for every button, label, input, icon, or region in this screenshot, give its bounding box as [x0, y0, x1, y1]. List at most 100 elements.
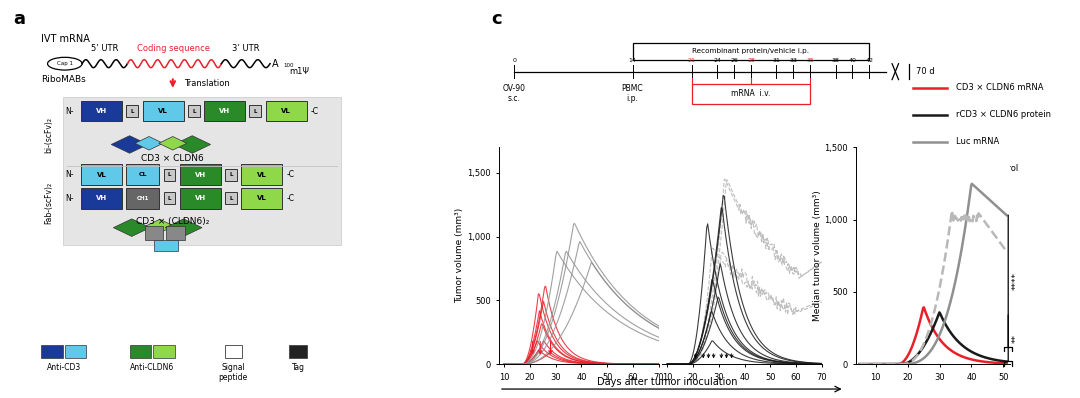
FancyBboxPatch shape: [81, 188, 122, 209]
Text: rCD3 × CLDN6 protein: rCD3 × CLDN6 protein: [956, 110, 1051, 119]
Text: m1Ψ: m1Ψ: [289, 67, 310, 76]
Text: 5’ UTR: 5’ UTR: [91, 44, 119, 53]
FancyBboxPatch shape: [81, 101, 122, 121]
FancyBboxPatch shape: [204, 101, 245, 121]
Text: CD3 × (CLDN6)₂: CD3 × (CLDN6)₂: [136, 217, 210, 226]
FancyBboxPatch shape: [188, 105, 200, 117]
Text: 35: 35: [807, 58, 814, 63]
Text: PBMC
i.p.: PBMC i.p.: [622, 84, 644, 103]
FancyBboxPatch shape: [179, 188, 220, 209]
Text: L: L: [192, 109, 195, 113]
Text: -C: -C: [311, 107, 319, 115]
Text: Vehicle control: Vehicle control: [956, 164, 1018, 173]
Text: VL: VL: [158, 108, 168, 114]
Text: Luc mRNA: Luc mRNA: [956, 137, 999, 146]
FancyBboxPatch shape: [249, 105, 261, 117]
Text: 3’ UTR: 3’ UTR: [232, 44, 260, 53]
Text: VH: VH: [96, 108, 107, 114]
Text: Signal
peptide: Signal peptide: [218, 363, 248, 382]
Text: 31: 31: [772, 58, 780, 63]
Text: -C: -C: [286, 194, 295, 203]
Polygon shape: [135, 137, 163, 150]
Text: OV-90
s.c.: OV-90 s.c.: [502, 84, 526, 103]
Text: 14: 14: [629, 58, 636, 63]
Text: VL: VL: [257, 172, 267, 178]
Text: VL: VL: [281, 108, 292, 114]
Text: Fab-(scFv)₂: Fab-(scFv)₂: [44, 182, 53, 224]
Text: Recombinant protein/vehicle i.p.: Recombinant protein/vehicle i.p.: [692, 48, 810, 55]
Text: 33: 33: [789, 58, 797, 63]
FancyBboxPatch shape: [225, 192, 237, 205]
Text: 42: 42: [865, 58, 874, 63]
Text: a: a: [13, 10, 25, 28]
Text: VH: VH: [194, 172, 206, 178]
Text: Anti-CD3: Anti-CD3: [46, 363, 81, 372]
Text: -C: -C: [286, 170, 295, 179]
Text: L: L: [167, 196, 172, 201]
Text: 21: 21: [688, 58, 696, 63]
Y-axis label: Median tumor volume (mm³): Median tumor volume (mm³): [813, 190, 822, 321]
FancyBboxPatch shape: [225, 168, 237, 181]
FancyBboxPatch shape: [153, 345, 175, 358]
Text: Tag: Tag: [292, 363, 305, 372]
Polygon shape: [159, 137, 187, 150]
Text: 0: 0: [512, 58, 516, 63]
FancyBboxPatch shape: [225, 345, 242, 358]
Text: VH: VH: [219, 108, 230, 114]
Text: VH: VH: [96, 195, 107, 201]
FancyBboxPatch shape: [163, 168, 175, 181]
FancyBboxPatch shape: [126, 105, 138, 117]
FancyBboxPatch shape: [692, 84, 810, 104]
Text: N-: N-: [65, 194, 73, 203]
Text: CD3 × CLDN6: CD3 × CLDN6: [141, 154, 204, 162]
Polygon shape: [165, 219, 202, 236]
Text: ****: ****: [1011, 272, 1021, 290]
Text: N-: N-: [65, 107, 73, 115]
Polygon shape: [174, 136, 211, 153]
Text: VH: VH: [194, 195, 206, 201]
FancyBboxPatch shape: [126, 164, 159, 185]
FancyBboxPatch shape: [65, 345, 86, 358]
Text: 24: 24: [713, 58, 721, 63]
Text: Translation: Translation: [184, 79, 229, 88]
Text: Cap 1: Cap 1: [57, 61, 72, 66]
Text: L: L: [229, 172, 233, 177]
Text: Anti-CLDN6: Anti-CLDN6: [131, 363, 174, 372]
FancyBboxPatch shape: [81, 164, 122, 185]
FancyBboxPatch shape: [41, 345, 63, 358]
FancyBboxPatch shape: [145, 226, 163, 240]
FancyBboxPatch shape: [266, 101, 307, 121]
Text: bi-(scFv)₂: bi-(scFv)₂: [44, 117, 53, 153]
FancyBboxPatch shape: [130, 345, 151, 358]
Text: IVT mRNA: IVT mRNA: [41, 34, 90, 44]
Text: 70 d: 70 d: [916, 67, 934, 76]
FancyBboxPatch shape: [241, 164, 282, 185]
Text: VL: VL: [96, 172, 107, 178]
Text: L: L: [254, 109, 257, 113]
FancyBboxPatch shape: [126, 188, 159, 209]
Text: RiboMABs: RiboMABs: [41, 75, 85, 84]
Text: CH1: CH1: [136, 196, 149, 201]
FancyBboxPatch shape: [163, 192, 175, 205]
FancyBboxPatch shape: [633, 43, 869, 60]
FancyBboxPatch shape: [166, 226, 185, 240]
FancyBboxPatch shape: [143, 101, 184, 121]
Text: L: L: [167, 172, 172, 177]
FancyBboxPatch shape: [63, 97, 341, 245]
FancyBboxPatch shape: [241, 188, 282, 209]
Text: **: **: [1011, 334, 1021, 343]
FancyBboxPatch shape: [154, 240, 178, 251]
Polygon shape: [111, 136, 148, 153]
Text: mRNA  i.v.: mRNA i.v.: [731, 90, 771, 98]
Polygon shape: [146, 219, 174, 233]
Text: 40: 40: [849, 58, 856, 63]
Text: 100: 100: [283, 63, 294, 68]
Text: A: A: [272, 59, 279, 69]
Text: Days after tumor inoculation: Days after tumor inoculation: [597, 377, 738, 387]
Text: 26: 26: [730, 58, 738, 63]
Text: L: L: [131, 109, 134, 113]
Text: L: L: [229, 196, 233, 201]
Text: 28: 28: [747, 58, 755, 63]
Y-axis label: Tumor volume (mm³): Tumor volume (mm³): [456, 208, 464, 303]
Text: Coding sequence: Coding sequence: [137, 44, 211, 53]
